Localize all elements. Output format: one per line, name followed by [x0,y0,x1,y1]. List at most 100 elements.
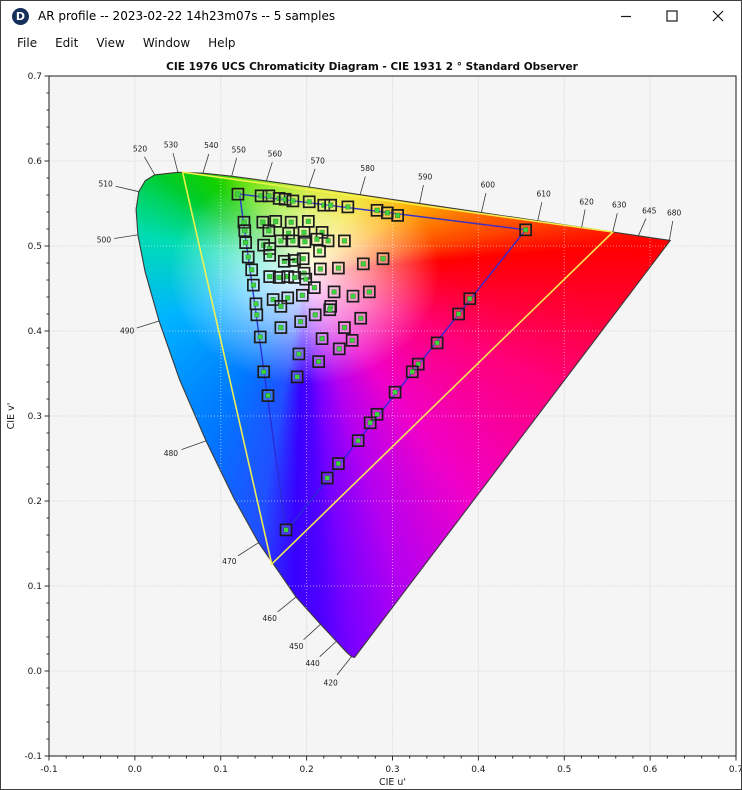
sample-marker-center [355,438,361,444]
sample-marker-center [302,239,308,245]
titlebar: D AR profile -- 2023-02-22 14h23m07s -- … [1,1,741,31]
sample-marker-center [267,274,273,280]
sample-marker-center [254,312,260,318]
sample-marker-center [358,315,364,321]
wavelength-leader-line [115,185,139,193]
wavelength-leader-line [172,152,179,173]
sample-marker-center [283,527,289,533]
sample-marker-center [317,266,323,272]
x-axis-tick-label: 0.4 [471,765,486,775]
minimize-button[interactable] [603,1,649,31]
wavelength-label: 510 [99,179,114,188]
wavelength-leader-line [359,176,366,195]
menu-item-window[interactable]: Window [142,36,191,50]
wavelength-leader-line [265,162,273,182]
sample-marker-center [341,325,347,331]
sample-marker-center [345,204,351,210]
sample-marker-center [380,256,386,262]
maximize-button[interactable] [649,1,695,31]
sample-marker-center [260,219,266,225]
wavelength-label: 680 [667,208,682,217]
menu-item-view[interactable]: View [96,36,125,50]
sample-marker-center [305,218,311,224]
sample-marker-center [384,210,390,216]
menu-item-edit[interactable]: Edit [55,36,79,50]
sample-marker-center [285,295,291,301]
y-axis-tick-label: -0.1 [24,752,42,762]
menu-item-help[interactable]: Help [208,36,236,50]
wavelength-label: 645 [642,207,657,216]
wavelength-label: 540 [204,141,219,150]
menu-item-file[interactable]: File [17,36,38,50]
sample-marker-center [409,369,415,375]
sample-marker-center [285,274,291,280]
sample-marker-center [312,312,318,318]
wavelength-label: 620 [579,197,594,206]
x-axis-tick-label: 0.2 [299,765,313,775]
sample-marker-center [288,219,294,225]
wavelength-leader-line [237,542,259,557]
wavelength-leader-line [612,213,618,233]
wavelength-label: 590 [418,173,433,182]
close-icon [712,10,724,22]
y-axis-tick-label: 0.3 [28,412,42,422]
sample-marker-center [278,303,284,309]
wavelength-label: 550 [232,145,247,154]
close-button[interactable] [695,1,741,31]
x-axis-tick-label: 0.6 [643,765,658,775]
wavelength-label: 580 [360,164,375,173]
wavelength-label: 600 [481,180,496,189]
wavelength-leader-line [637,218,647,236]
window-title: AR profile -- 2023-02-22 14h23m07s -- 5 … [38,9,336,23]
sample-marker-center [292,274,298,280]
wavelength-leader-line [581,209,586,228]
wavelength-label: 530 [164,140,179,149]
maximize-icon [666,10,678,22]
chart-figure: CIE 1976 UCS Chromaticity Diagram - CIE … [1,55,741,789]
sample-marker-center [456,311,462,317]
sample-marker-center [306,199,312,205]
sample-marker-center [319,336,325,342]
wavelength-label: 520 [133,145,148,154]
sample-marker-center [276,274,282,280]
sample-marker-center [335,461,341,467]
sample-marker-center [360,261,366,267]
wavelength-label: 570 [311,157,326,166]
sample-marker-center [296,351,302,357]
displaycal-logo-icon: D [12,7,29,25]
sample-marker-center [253,301,259,307]
sample-marker-center [336,346,342,352]
sample-marker-center [294,374,300,380]
y-axis-tick-label: 0.7 [28,72,42,82]
wavelength-leader-line [136,320,160,329]
sample-marker-center [374,411,380,417]
gamut-triangle-rec2020 [181,171,614,565]
sample-marker-center [266,228,272,234]
sample-marker-center [366,289,372,295]
sample-marker-center [278,325,284,331]
sample-marker-center [314,236,320,242]
sample-marker-center [303,276,309,282]
sample-marker-center [278,238,284,244]
sample-marker-center [299,292,305,298]
sample-marker-center [311,285,317,291]
sample-marker-center [316,359,322,365]
sample-marker-center [265,393,271,399]
wavelength-leader-line [668,221,674,241]
wavelength-leader-line [336,656,352,676]
sample-marker-center [270,297,276,303]
wavelength-leader-line [277,596,297,613]
sample-marker-center [374,207,380,213]
wavelength-label: 490 [120,327,135,336]
x-axis-tick-label: 0.5 [557,765,571,775]
wavelength-leader-line [480,193,487,213]
x-axis-title: CIE u' [379,777,406,788]
wavelength-label: 470 [222,557,237,566]
wavelength-label: 560 [268,150,283,159]
sample-marker-center [261,369,267,375]
wavelength-label: 480 [164,449,179,458]
wavelength-label: 460 [263,614,278,623]
y-axis-tick-label: 0.4 [28,327,43,337]
window-controls [603,1,741,31]
